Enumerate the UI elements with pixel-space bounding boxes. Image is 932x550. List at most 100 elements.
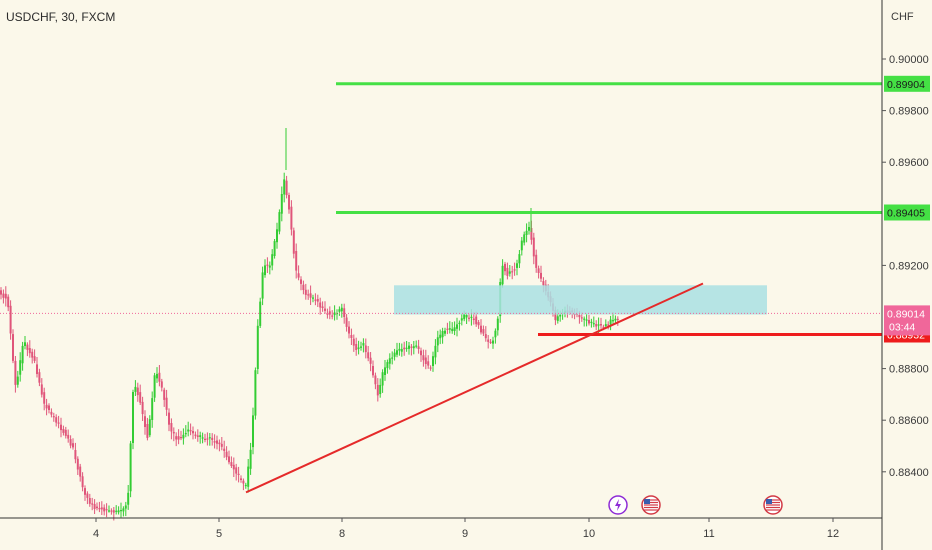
candle-body — [228, 456, 230, 463]
candle-body — [160, 381, 163, 388]
candle-body — [508, 271, 511, 274]
candle — [26, 342, 29, 357]
candle-body — [595, 324, 598, 327]
candle — [153, 372, 156, 402]
candle — [532, 232, 535, 265]
candle-body — [417, 346, 420, 349]
candle-body — [57, 422, 60, 424]
candle — [189, 423, 192, 436]
candle-body — [240, 478, 242, 480]
candle-body — [96, 506, 98, 509]
x-tick-label: 4 — [93, 528, 99, 540]
candle — [100, 501, 103, 515]
candle — [439, 329, 442, 345]
candle — [280, 186, 283, 222]
candle — [124, 501, 127, 517]
us-flag-icon[interactable] — [763, 495, 783, 515]
candle — [379, 378, 382, 398]
candle-body — [103, 507, 106, 512]
y-tick-label: 0.88400 — [889, 467, 929, 479]
candle — [146, 417, 149, 441]
candle-body — [456, 324, 458, 329]
candle-body — [192, 431, 194, 434]
candle-body — [518, 254, 521, 264]
candle — [158, 365, 161, 387]
candle-body — [429, 367, 432, 369]
candle-body — [484, 334, 487, 339]
candle — [72, 438, 74, 450]
candle — [588, 314, 590, 326]
candle — [139, 384, 142, 405]
candle-body — [381, 372, 384, 386]
candle-body — [45, 404, 48, 409]
chart-title: USDCHF, 30, FXCM — [6, 10, 115, 24]
candle — [117, 506, 120, 515]
candle-body — [218, 442, 221, 445]
candle — [249, 442, 252, 475]
zone-rectangle[interactable] — [394, 285, 767, 315]
candle — [237, 466, 240, 483]
candle — [345, 314, 348, 332]
candle-body — [602, 326, 605, 328]
candle — [288, 192, 290, 214]
flag-canton — [644, 499, 650, 504]
candle-body — [487, 339, 490, 342]
lightning-icon[interactable] — [608, 495, 628, 515]
candle — [28, 340, 31, 358]
candle — [67, 429, 70, 443]
time-axis: 4 5 8 9 10 11 12 — [0, 517, 882, 540]
candle-body — [614, 318, 617, 321]
candle — [12, 329, 14, 364]
candle-body — [328, 311, 331, 315]
candle-body — [64, 429, 67, 436]
candle-body — [2, 293, 5, 298]
candle-body — [312, 297, 314, 299]
candles — [0, 128, 619, 521]
candle — [156, 367, 158, 383]
candle-body — [319, 302, 322, 308]
candle — [307, 289, 310, 300]
trendline[interactable] — [245, 282, 704, 494]
candle-body — [283, 179, 286, 195]
candle-body — [475, 316, 478, 325]
candle-body — [513, 269, 516, 271]
candle — [441, 327, 444, 344]
candle-body — [489, 341, 492, 343]
candle — [216, 435, 218, 450]
candle-body — [314, 299, 317, 301]
current-price-badge — [884, 305, 930, 336]
candle — [434, 339, 437, 365]
candle — [141, 396, 144, 421]
y-tick-label: 0.88800 — [889, 364, 929, 376]
candle-body — [108, 510, 110, 512]
candle-body — [31, 351, 34, 358]
candle-body — [48, 405, 50, 410]
candle-body — [290, 206, 293, 230]
candle — [235, 463, 238, 481]
candle — [50, 408, 53, 418]
candle-body — [213, 441, 216, 443]
candle — [432, 351, 434, 372]
candle-body — [249, 449, 252, 469]
candle-body — [609, 319, 612, 325]
us-flag-icon[interactable] — [641, 495, 661, 515]
candle-body — [153, 375, 156, 398]
candle — [386, 359, 389, 374]
candle-body — [321, 306, 324, 308]
candle-body — [372, 366, 374, 376]
candle-body — [592, 323, 595, 325]
candle-body — [276, 229, 278, 243]
candle — [165, 389, 168, 416]
candle — [76, 456, 79, 475]
candle-body — [189, 430, 192, 432]
resistance-upper-badge-label: 0.89904 — [887, 79, 925, 91]
candle-body — [446, 328, 449, 330]
candle-body — [105, 509, 108, 511]
candle-body — [100, 507, 103, 510]
countdown-label: 03:44 — [889, 321, 915, 333]
candle — [16, 370, 19, 388]
flag-canton — [766, 499, 772, 504]
candle — [355, 337, 358, 356]
